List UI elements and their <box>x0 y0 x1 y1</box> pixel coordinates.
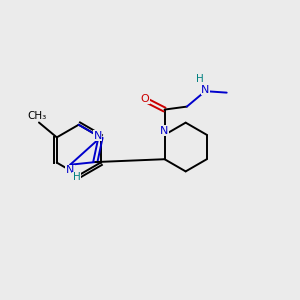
Text: N: N <box>66 165 74 175</box>
Text: CH₃: CH₃ <box>28 111 47 121</box>
Text: N: N <box>160 126 169 136</box>
Text: O: O <box>140 94 149 104</box>
Text: H: H <box>73 172 81 182</box>
Text: N: N <box>93 131 102 141</box>
Text: N: N <box>201 85 209 95</box>
Text: H: H <box>196 74 204 84</box>
